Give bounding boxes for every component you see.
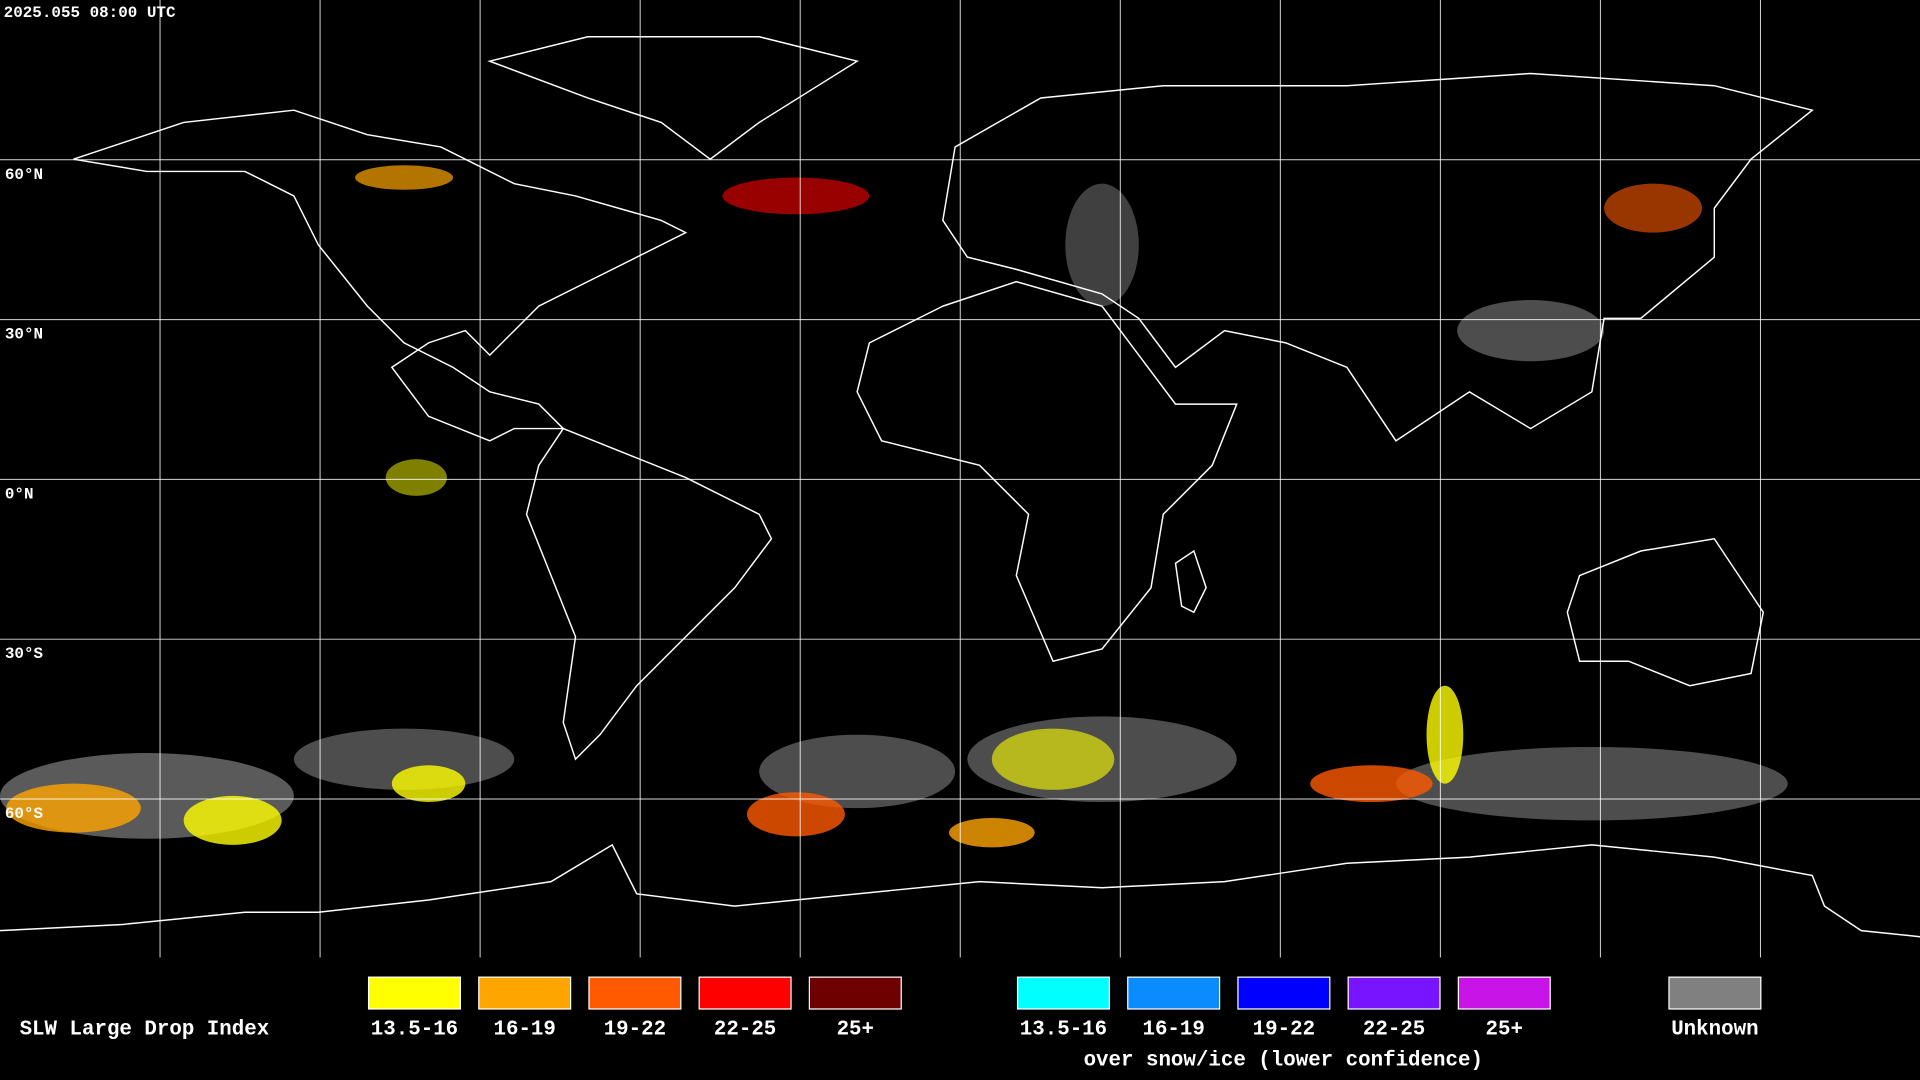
coastline <box>0 843 1920 938</box>
legend-swatch <box>478 976 572 1010</box>
coastline <box>1566 537 1765 687</box>
legend-label: 16-19 <box>1142 1019 1204 1042</box>
latitude-label: 30°S <box>5 645 44 663</box>
coastline <box>856 280 1238 663</box>
cloud-region <box>6 783 141 833</box>
legend-swatch <box>1668 976 1762 1010</box>
legend-label: 19-22 <box>1253 1019 1315 1042</box>
legend-label: Unknown <box>1671 1019 1758 1042</box>
legend-swatch <box>1347 976 1441 1010</box>
cloud-region <box>183 795 282 845</box>
coastline <box>1174 549 1207 614</box>
legend-label: 13.5-16 <box>1020 1019 1107 1042</box>
latitude-label: 0°N <box>5 485 34 503</box>
cloud-region <box>948 817 1035 848</box>
cloud-region <box>1395 746 1788 821</box>
snow-caption: over snow/ice (lower confidence) <box>1084 1049 1483 1072</box>
legend-swatch <box>1127 976 1221 1010</box>
latitude-label: 60°N <box>5 166 43 184</box>
legend-swatch <box>1457 976 1551 1010</box>
cloud-region <box>391 765 466 803</box>
legend-label: 13.5-16 <box>371 1019 458 1042</box>
cloud-region <box>1604 183 1703 233</box>
legend-label: 19-22 <box>604 1019 666 1042</box>
cloud-region <box>991 728 1115 790</box>
cloud-region <box>746 792 845 837</box>
cloud-region <box>1065 183 1139 307</box>
legend-swatch <box>1237 976 1331 1010</box>
legend-swatch <box>367 976 462 1010</box>
coastlines <box>0 36 1920 938</box>
legend-title: SLW Large Drop Index <box>20 1019 270 1042</box>
legend-label: 25+ <box>837 1019 874 1042</box>
latitude-labels: 60°N 30°N 0°N 30°S 60°S <box>5 166 44 823</box>
legend-label: 25+ <box>1486 1019 1523 1042</box>
cloud-region <box>355 165 454 190</box>
cloud-region <box>385 459 447 496</box>
legend-label: 22-25 <box>1363 1019 1425 1042</box>
legend-swatch <box>698 976 792 1010</box>
legend: 13.5-16 16-19 19-22 22-25 25+ 13.5-16 16-19 19-… <box>367 976 1762 1042</box>
legend-label: 22-25 <box>714 1019 776 1042</box>
cloud-region <box>1457 300 1605 362</box>
legend-panel <box>0 957 1920 1080</box>
coastline <box>942 72 1814 442</box>
timestamp: 2025.055 08:00 UTC <box>4 4 176 22</box>
coastline <box>487 36 859 161</box>
legend-swatch <box>1016 976 1111 1010</box>
cloud-region <box>759 734 956 809</box>
legend-swatch <box>588 976 682 1010</box>
cloud-region <box>722 177 870 215</box>
cloud-region <box>1426 685 1464 784</box>
coastline <box>73 109 688 442</box>
cloud-region <box>1310 765 1433 803</box>
graticule <box>0 0 1920 958</box>
latitude-label: 30°N <box>5 326 43 344</box>
legend-swatch <box>808 976 902 1010</box>
coastline <box>525 427 773 761</box>
legend-label: 16-19 <box>493 1019 555 1042</box>
latitude-label: 60°S <box>5 805 44 823</box>
